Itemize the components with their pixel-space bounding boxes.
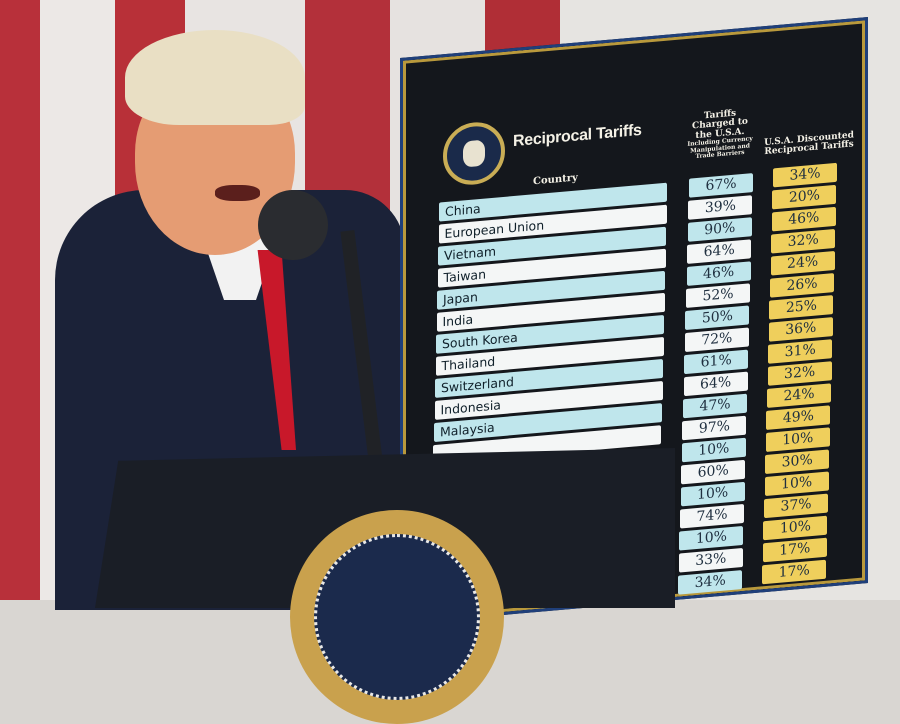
charged-cell: 90%	[687, 217, 752, 242]
charged-cell: 47%	[683, 393, 747, 419]
microphone	[258, 190, 328, 260]
discounted-cell: 17%	[762, 537, 827, 563]
discounted-cell: 32%	[771, 228, 836, 254]
discounted-cell: 24%	[767, 383, 831, 408]
discounted-cell: 49%	[766, 405, 831, 430]
charged-cell: 97%	[682, 415, 747, 441]
discounted-cell: 25%	[769, 295, 834, 320]
charged-cell: 33%	[678, 548, 743, 573]
charged-cell: 39%	[688, 195, 753, 220]
discounted-cell: 46%	[771, 206, 836, 232]
charged-cell: 61%	[684, 349, 749, 375]
discounted-cell: 34%	[773, 162, 837, 188]
discounted-cell: 10%	[763, 515, 828, 541]
podium-seal	[290, 510, 504, 724]
mouth	[215, 185, 260, 201]
discounted-cell: 17%	[762, 559, 827, 585]
discounted-cell: 20%	[772, 184, 837, 210]
discounted-cell: 10%	[765, 427, 830, 452]
charged-header: Tariffs Charged to the U.S.A. Including …	[683, 108, 757, 162]
charged-cell: 10%	[680, 481, 745, 507]
discounted-header: U.S.A. Discounted Reciprocal Tariffs	[764, 130, 854, 158]
charged-subheader: Including Currency Manipulation and Trad…	[687, 135, 753, 161]
country-header: Country	[533, 172, 578, 188]
discounted-cell: 36%	[768, 317, 833, 342]
discounted-cell: 31%	[768, 339, 833, 364]
charged-cell: 50%	[685, 305, 750, 331]
hair	[125, 30, 305, 125]
discounted-cell: 24%	[770, 250, 835, 276]
charged-cell: 10%	[681, 437, 746, 463]
discounted-cell: 32%	[767, 361, 832, 386]
discounted-cell: 26%	[770, 273, 834, 298]
discounted-cell: 10%	[764, 471, 829, 497]
discounted-cell: 37%	[764, 493, 828, 519]
presidential-seal-icon	[443, 119, 505, 188]
charged-cell: 64%	[687, 239, 752, 264]
charged-cell: 74%	[680, 503, 744, 529]
charged-cell: 46%	[686, 261, 751, 286]
charged-cell: 60%	[681, 459, 746, 485]
discounted-cell: 30%	[765, 449, 830, 475]
charged-cell: 64%	[683, 371, 748, 397]
charged-cell: 34%	[678, 570, 743, 595]
charged-cell: 72%	[684, 327, 749, 353]
charged-cell: 52%	[686, 283, 750, 308]
charged-cell: 67%	[689, 173, 753, 198]
sign-title: Reciprocal Tariffs	[513, 121, 642, 151]
charged-cell: 10%	[679, 525, 744, 551]
